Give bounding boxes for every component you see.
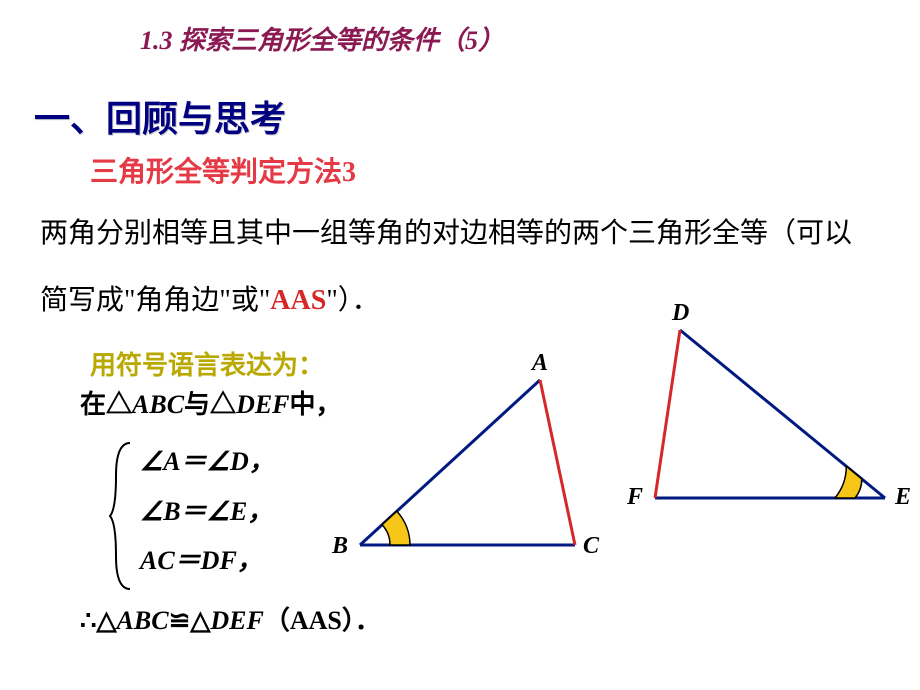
concl-post: （AAS）． (264, 606, 381, 635)
concl-t1: ABC (117, 606, 169, 635)
method-title: 三角形全等判定方法3 (90, 150, 356, 190)
intro-mid: 与△ (184, 390, 236, 419)
aas-highlight: AAS (270, 285, 326, 316)
vertex-label-e: E (895, 484, 911, 511)
intro-tri1: ABC (132, 390, 184, 419)
concl-t2: DEF (210, 606, 263, 635)
vertex-label-c: C (583, 533, 599, 560)
diagram-svg (320, 320, 900, 600)
vertex-label-d: D (672, 300, 689, 327)
statement-pre: 两角分别相等且其中一组等角的对边相等的两个三角形全等（可以简写成"角角边"或" (40, 218, 852, 316)
concl-pre: ∴△ (80, 606, 117, 635)
intro-pre: 在△ (80, 390, 132, 419)
symbolic-label: 用符号语言表达为： (90, 345, 324, 382)
conclusion: ∴△ABC≌△DEF（AAS）． (80, 596, 381, 645)
slide-title: 1.3 探索三角形全等的条件（5） (140, 20, 504, 57)
triangle-abc (360, 380, 575, 545)
triangles-diagram: A B C D E F (320, 320, 900, 600)
statement-post: "）． (326, 285, 379, 316)
theorem-statement: 两角分别相等且其中一组等角的对边相等的两个三角形全等（可以简写成"角角边"或"A… (40, 200, 870, 334)
left-brace-icon (108, 441, 136, 591)
triangle-def (655, 330, 885, 498)
concl-cong: ≌△ (169, 606, 211, 635)
vertex-label-f: F (627, 484, 643, 511)
vertex-label-a: A (532, 350, 548, 377)
intro-tri2: DEF (236, 390, 289, 419)
section-heading: 一、回顾与思考 (34, 90, 286, 142)
vertex-label-b: B (332, 533, 348, 560)
